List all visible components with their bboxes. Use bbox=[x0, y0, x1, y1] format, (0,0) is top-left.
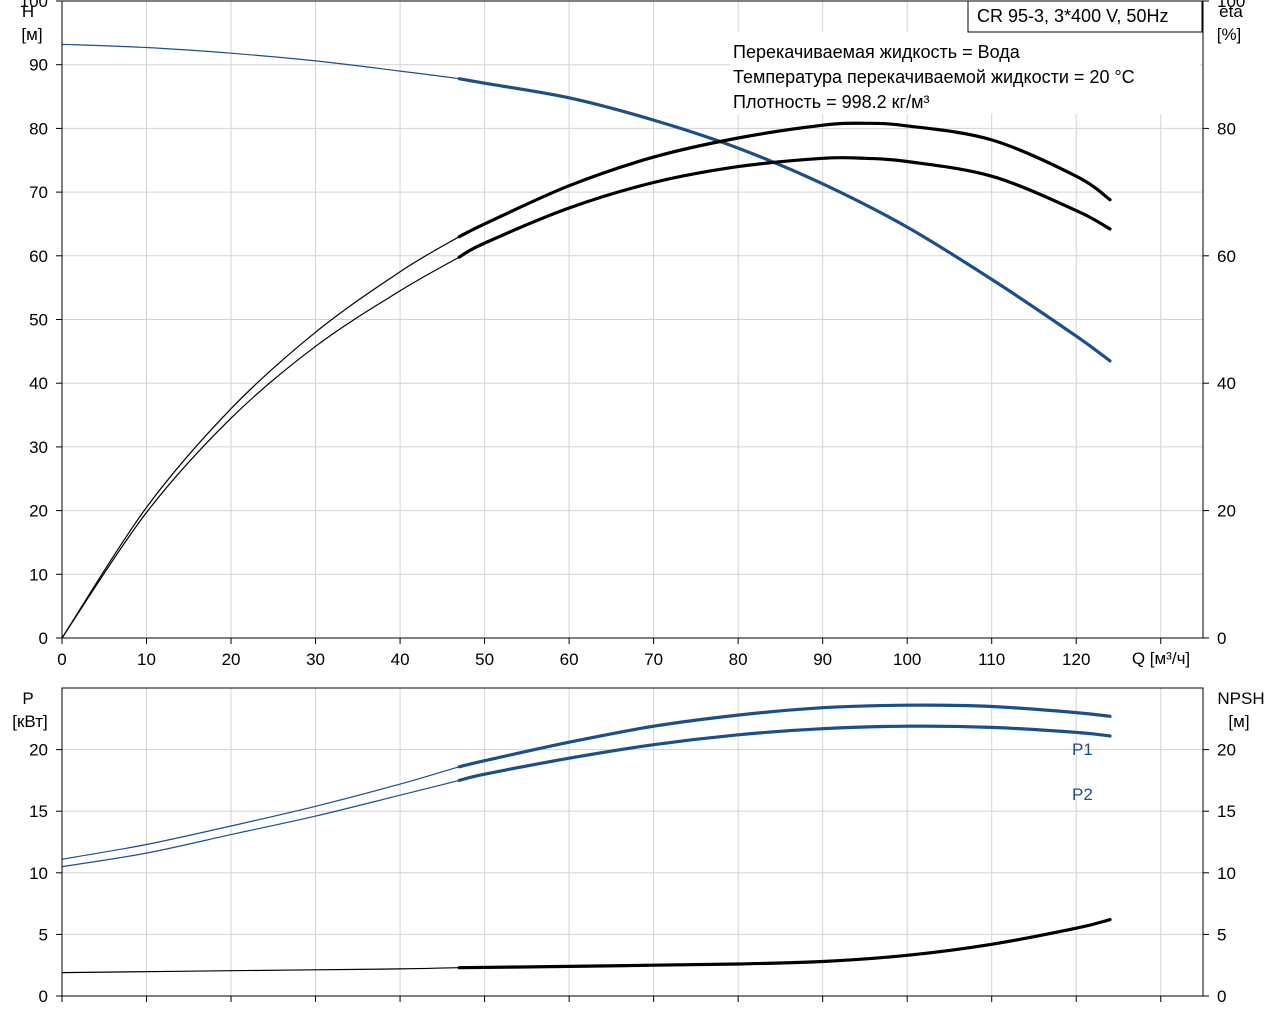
info-line-fluid: Перекачиваемая жидкость = Вода bbox=[733, 42, 1021, 62]
left-tick-label: 40 bbox=[29, 374, 48, 393]
right-tick-label: 60 bbox=[1217, 247, 1236, 266]
right-tick-label: 5 bbox=[1217, 925, 1226, 944]
series-operating-npsh bbox=[457, 918, 1112, 970]
left-tick-label: 0 bbox=[39, 987, 48, 1006]
right-tick-label: 0 bbox=[1217, 629, 1226, 648]
right-tick-label: 80 bbox=[1217, 119, 1236, 138]
x-tick-label: 70 bbox=[644, 650, 663, 669]
info-background bbox=[730, 32, 1200, 114]
top-right-axis-label-2: [%] bbox=[1217, 25, 1242, 44]
left-tick-label: 10 bbox=[29, 864, 48, 883]
left-tick-label: 80 bbox=[29, 119, 48, 138]
bottom-left-axis-label-1: P bbox=[22, 689, 33, 708]
left-tick-label: 0 bbox=[39, 629, 48, 648]
bottom-ticks: 0 5 10 15 20 0 5 10 15 20 bbox=[29, 741, 1236, 1006]
left-tick-label: 70 bbox=[29, 183, 48, 202]
series-line-eta-total bbox=[61, 156, 1111, 639]
chart-title: CR 95-3, 3*400 V, 50Hz bbox=[977, 6, 1168, 26]
left-tick-label: 20 bbox=[29, 502, 48, 521]
right-tick-label: 0 bbox=[1217, 987, 1226, 1006]
series-operating-p2 bbox=[457, 724, 1112, 782]
left-tick-label: 10 bbox=[29, 565, 48, 584]
right-tick-label: 100 bbox=[1217, 0, 1245, 11]
x-tick-label: 90 bbox=[813, 650, 832, 669]
series-operating-eta-total bbox=[457, 155, 1112, 259]
left-tick-label: 5 bbox=[39, 925, 48, 944]
x-tick-label: 60 bbox=[560, 650, 579, 669]
left-tick-label: 50 bbox=[29, 311, 48, 330]
series-line-eta-pump bbox=[61, 122, 1111, 639]
title-box bbox=[967, 0, 1203, 33]
series-operating-eta-pump bbox=[457, 121, 1112, 239]
x-tick-label: 30 bbox=[306, 650, 325, 669]
bottom-right-axis-label-2: [м] bbox=[1228, 712, 1249, 731]
bottom-grid bbox=[62, 687, 1203, 996]
top-left-axis-label-2: [м] bbox=[21, 25, 42, 44]
right-tick-label: 10 bbox=[1217, 864, 1236, 883]
top-right-axis-label-1: eta bbox=[1219, 2, 1243, 21]
top-ticks: 0 10 20 30 40 50 60 70 80 90 100 0 20 40 60 80 100 0 10 20 3… bbox=[20, 0, 1246, 669]
series-label-p2: P2 bbox=[1072, 785, 1093, 804]
top-left-axis-label-1: H bbox=[22, 2, 34, 21]
right-tick-label: 40 bbox=[1217, 374, 1236, 393]
x-axis-label: Q [м³/ч] bbox=[1132, 649, 1190, 668]
left-tick-label: 90 bbox=[29, 56, 48, 75]
right-tick-label: 20 bbox=[1217, 502, 1236, 521]
series-operating-h bbox=[457, 77, 1112, 363]
series-label-p1: P1 bbox=[1072, 740, 1093, 759]
x-tick-label: 50 bbox=[475, 650, 494, 669]
left-tick-label: 30 bbox=[29, 438, 48, 457]
x-tick-label: 100 bbox=[893, 650, 921, 669]
left-tick-label: 60 bbox=[29, 247, 48, 266]
left-tick-label: 20 bbox=[29, 741, 48, 760]
left-tick-label: 15 bbox=[29, 802, 48, 821]
series-operating-p1 bbox=[457, 703, 1112, 769]
x-tick-label: 10 bbox=[137, 650, 156, 669]
right-tick-label: 20 bbox=[1217, 741, 1236, 760]
x-tick-label: 120 bbox=[1062, 650, 1090, 669]
left-tick-label: 100 bbox=[20, 0, 48, 11]
bottom-right-axis-label-1: NPSH bbox=[1217, 689, 1264, 708]
bottom-plot-frame bbox=[61, 687, 1204, 997]
info-line-density: Плотность = 998.2 кг/м³ bbox=[733, 92, 929, 112]
x-tick-label: 0 bbox=[57, 650, 66, 669]
x-tick-label: 40 bbox=[391, 650, 410, 669]
x-tick-label: 20 bbox=[222, 650, 241, 669]
x-tick-label: 80 bbox=[729, 650, 748, 669]
bottom-left-axis-label-2: [кВт] bbox=[12, 712, 47, 731]
bottom-curves bbox=[61, 703, 1112, 974]
info-line-temperature: Температура перекачиваемой жидкости = 20… bbox=[733, 67, 1135, 87]
x-tick-label: 110 bbox=[978, 650, 1005, 669]
series-line-p2 bbox=[61, 725, 1111, 868]
top-curves bbox=[61, 43, 1112, 639]
right-tick-label: 15 bbox=[1217, 802, 1236, 821]
series-line-p1 bbox=[61, 704, 1111, 860]
